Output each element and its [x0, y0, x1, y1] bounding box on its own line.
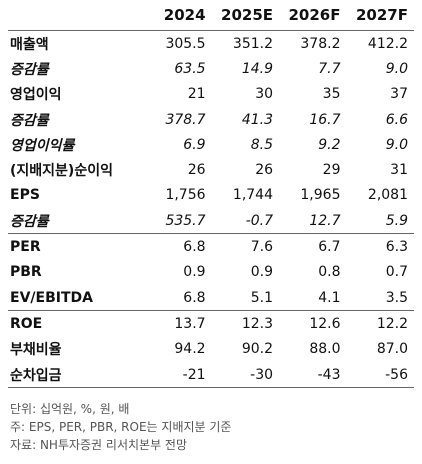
row-label: 매출액 [10, 36, 49, 53]
table-row: EPS 1,756 1,744 1,965 2,081 [8, 183, 414, 208]
cell: 7.6 [250, 239, 274, 256]
table-row: 증감률 63.5 14.9 7.7 9.0 [8, 56, 414, 81]
cell: 63.5 [174, 60, 206, 77]
table-row: 매출액 305.5 351.2 378.2 412.2 [8, 31, 414, 57]
cell: 31 [390, 162, 408, 179]
cell: 305.5 [165, 35, 206, 52]
cell: 9.2 [318, 136, 341, 153]
cell: 8.5 [250, 136, 274, 153]
note: 단위: 십억원, %, 원, 배 [10, 402, 130, 416]
cell: 37 [390, 86, 408, 103]
header-cell: 2027F [346, 0, 414, 31]
table-row: PER 6.8 7.6 6.7 6.3 [8, 234, 414, 260]
cell: 30 [255, 86, 274, 103]
cell: 87.0 [376, 341, 408, 358]
header-row: 2024 2025E 2026F 2027F [8, 0, 414, 31]
cell: 6.7 [318, 239, 341, 256]
cell: 0.8 [318, 264, 341, 281]
cell: 26 [255, 162, 274, 179]
table-row: (지배지분)순이익 26 26 29 31 [8, 157, 414, 182]
row-label: PER [10, 239, 41, 256]
cell: 6.8 [183, 239, 206, 256]
cell: 12.2 [376, 315, 408, 332]
cell: 13.7 [174, 315, 206, 332]
row-label: PBR [10, 264, 42, 281]
table-row: EV/EBITDA 6.8 5.1 4.1 3.5 [8, 284, 414, 312]
table-row: 증감률 535.7 -0.7 12.7 5.9 [8, 208, 414, 235]
cell: 6.8 [156, 284, 212, 312]
table-row: 영업이익 21 30 35 37 [8, 82, 414, 107]
cell: 21 [187, 86, 206, 103]
note: 주: EPS, PER, PBR, ROE는 지배지분 기준 [10, 420, 232, 434]
cell: -21 [156, 361, 212, 389]
row-label: EV/EBITDA [8, 284, 156, 312]
row-label: (지배지분)순이익 [10, 163, 113, 180]
table-row: 영업이익률 6.9 8.5 9.2 9.0 [8, 132, 414, 157]
table-row: 증감률 378.7 41.3 16.7 6.6 [8, 107, 414, 132]
cell: 26 [187, 162, 206, 179]
table-row: ROE 13.7 12.3 12.6 12.2 [8, 311, 414, 337]
cell: 1,965 [300, 187, 341, 204]
cell: 535.7 [156, 208, 212, 235]
table-row: PBR 0.9 0.9 0.8 0.7 [8, 260, 414, 285]
cell: 7.7 [318, 60, 341, 77]
row-label: ROE [10, 315, 43, 332]
cell: 14.9 [241, 60, 274, 77]
cell: 4.1 [279, 284, 347, 312]
row-label: 순차입금 [8, 361, 156, 389]
cell: 12.7 [279, 208, 347, 235]
cell: 41.3 [241, 111, 274, 128]
cell: -0.7 [211, 208, 280, 235]
cell: 0.9 [250, 264, 274, 281]
cell: 6.6 [385, 111, 408, 128]
cell: 12.3 [241, 315, 274, 332]
row-label: 영업이익 [10, 87, 62, 104]
cell: -43 [279, 361, 347, 389]
row-label: 영업이익률 [10, 137, 75, 154]
cell: 35 [322, 86, 341, 103]
row-label: 증감률 [10, 61, 49, 78]
note: 자료: NH투자증권 리서치본부 전망 [10, 438, 188, 452]
cell: 6.3 [385, 239, 408, 256]
cell: 6.9 [183, 136, 206, 153]
cell: 9.0 [385, 136, 408, 153]
table-row: 부채비율 94.2 90.2 88.0 87.0 [8, 337, 414, 362]
row-label: EPS [10, 187, 40, 204]
table-row: 순차입금 -21 -30 -43 -56 [8, 361, 414, 389]
header-cell: 2024 [156, 0, 212, 31]
header-cell: 2025E [211, 0, 280, 31]
row-label: 증감률 [8, 208, 156, 235]
cell: 94.2 [174, 341, 206, 358]
cell: 1,744 [232, 187, 274, 204]
cell: 3.5 [346, 284, 414, 312]
cell: 2,081 [367, 187, 408, 204]
cell: 90.2 [241, 341, 274, 358]
cell: 29 [322, 162, 341, 179]
cell: 378.2 [300, 35, 341, 52]
cell: 88.0 [309, 341, 341, 358]
cell: 12.6 [309, 315, 341, 332]
cell: 16.7 [309, 111, 341, 128]
cell: 0.7 [385, 264, 408, 281]
row-label: 증감률 [10, 112, 49, 129]
cell: 5.1 [211, 284, 280, 312]
cell: -56 [346, 361, 414, 389]
cell: 0.9 [183, 264, 206, 281]
cell: 1,756 [165, 187, 206, 204]
header-cell: 2026F [279, 0, 347, 31]
row-label: 부채비율 [10, 342, 62, 359]
cell: 5.9 [346, 208, 414, 235]
cell: 9.0 [385, 60, 408, 77]
financial-table: 2024 2025E 2026F 2027F 매출액 305.5 351.2 378.2 41… [8, 0, 414, 389]
cell: 351.2 [232, 35, 274, 52]
header-empty [8, 0, 156, 31]
cell: 412.2 [367, 35, 408, 52]
cell: 378.7 [165, 111, 206, 128]
cell: -30 [211, 361, 280, 389]
